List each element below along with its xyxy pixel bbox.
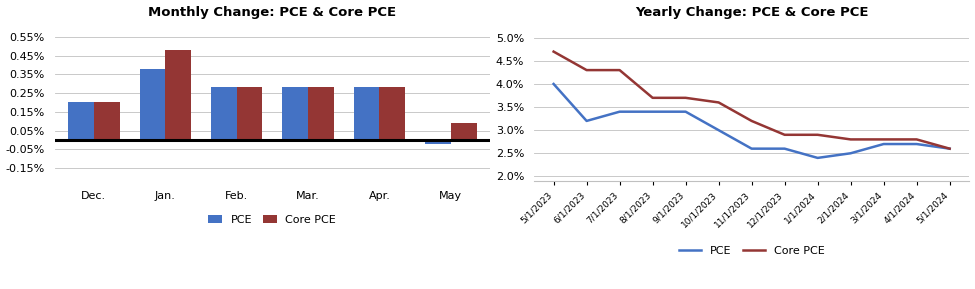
PCE <box>581 119 593 123</box>
PCE <box>680 110 691 113</box>
PCE <box>746 147 758 150</box>
Bar <box>308 88 333 140</box>
Bar <box>283 88 308 140</box>
Core PCE <box>548 50 560 53</box>
PCE <box>944 147 956 150</box>
Core PCE <box>614 68 626 72</box>
Core PCE <box>844 138 856 141</box>
Line: PCE: PCE <box>554 84 950 158</box>
PCE <box>844 151 856 155</box>
PCE <box>646 110 658 113</box>
Core PCE <box>581 68 593 72</box>
PCE <box>713 128 724 132</box>
PCE <box>812 156 824 160</box>
Core PCE <box>812 133 824 136</box>
PCE <box>911 142 922 146</box>
Core PCE <box>680 96 691 99</box>
Bar <box>94 102 120 140</box>
Title: Yearly Change: PCE & Core PCE: Yearly Change: PCE & Core PCE <box>635 5 869 18</box>
Bar <box>450 123 477 140</box>
Title: Monthly Change: PCE & Core PCE: Monthly Change: PCE & Core PCE <box>148 5 397 18</box>
Bar <box>425 140 450 144</box>
PCE <box>614 110 626 113</box>
Core PCE <box>878 138 889 141</box>
Legend: PCE, Core PCE: PCE, Core PCE <box>675 242 829 261</box>
Bar <box>68 102 94 140</box>
PCE <box>878 142 889 146</box>
Core PCE <box>713 101 724 104</box>
Bar <box>139 69 165 140</box>
PCE <box>779 147 791 150</box>
Core PCE <box>779 133 791 136</box>
Bar <box>237 88 262 140</box>
Bar <box>379 88 406 140</box>
Bar <box>211 88 237 140</box>
Core PCE <box>746 119 758 123</box>
Line: Core PCE: Core PCE <box>554 52 950 149</box>
Core PCE <box>646 96 658 99</box>
Legend: PCE, Core PCE: PCE, Core PCE <box>204 210 340 229</box>
Core PCE <box>911 138 922 141</box>
Bar <box>354 88 379 140</box>
Core PCE <box>944 147 956 150</box>
Bar <box>165 50 191 140</box>
PCE <box>548 82 560 86</box>
